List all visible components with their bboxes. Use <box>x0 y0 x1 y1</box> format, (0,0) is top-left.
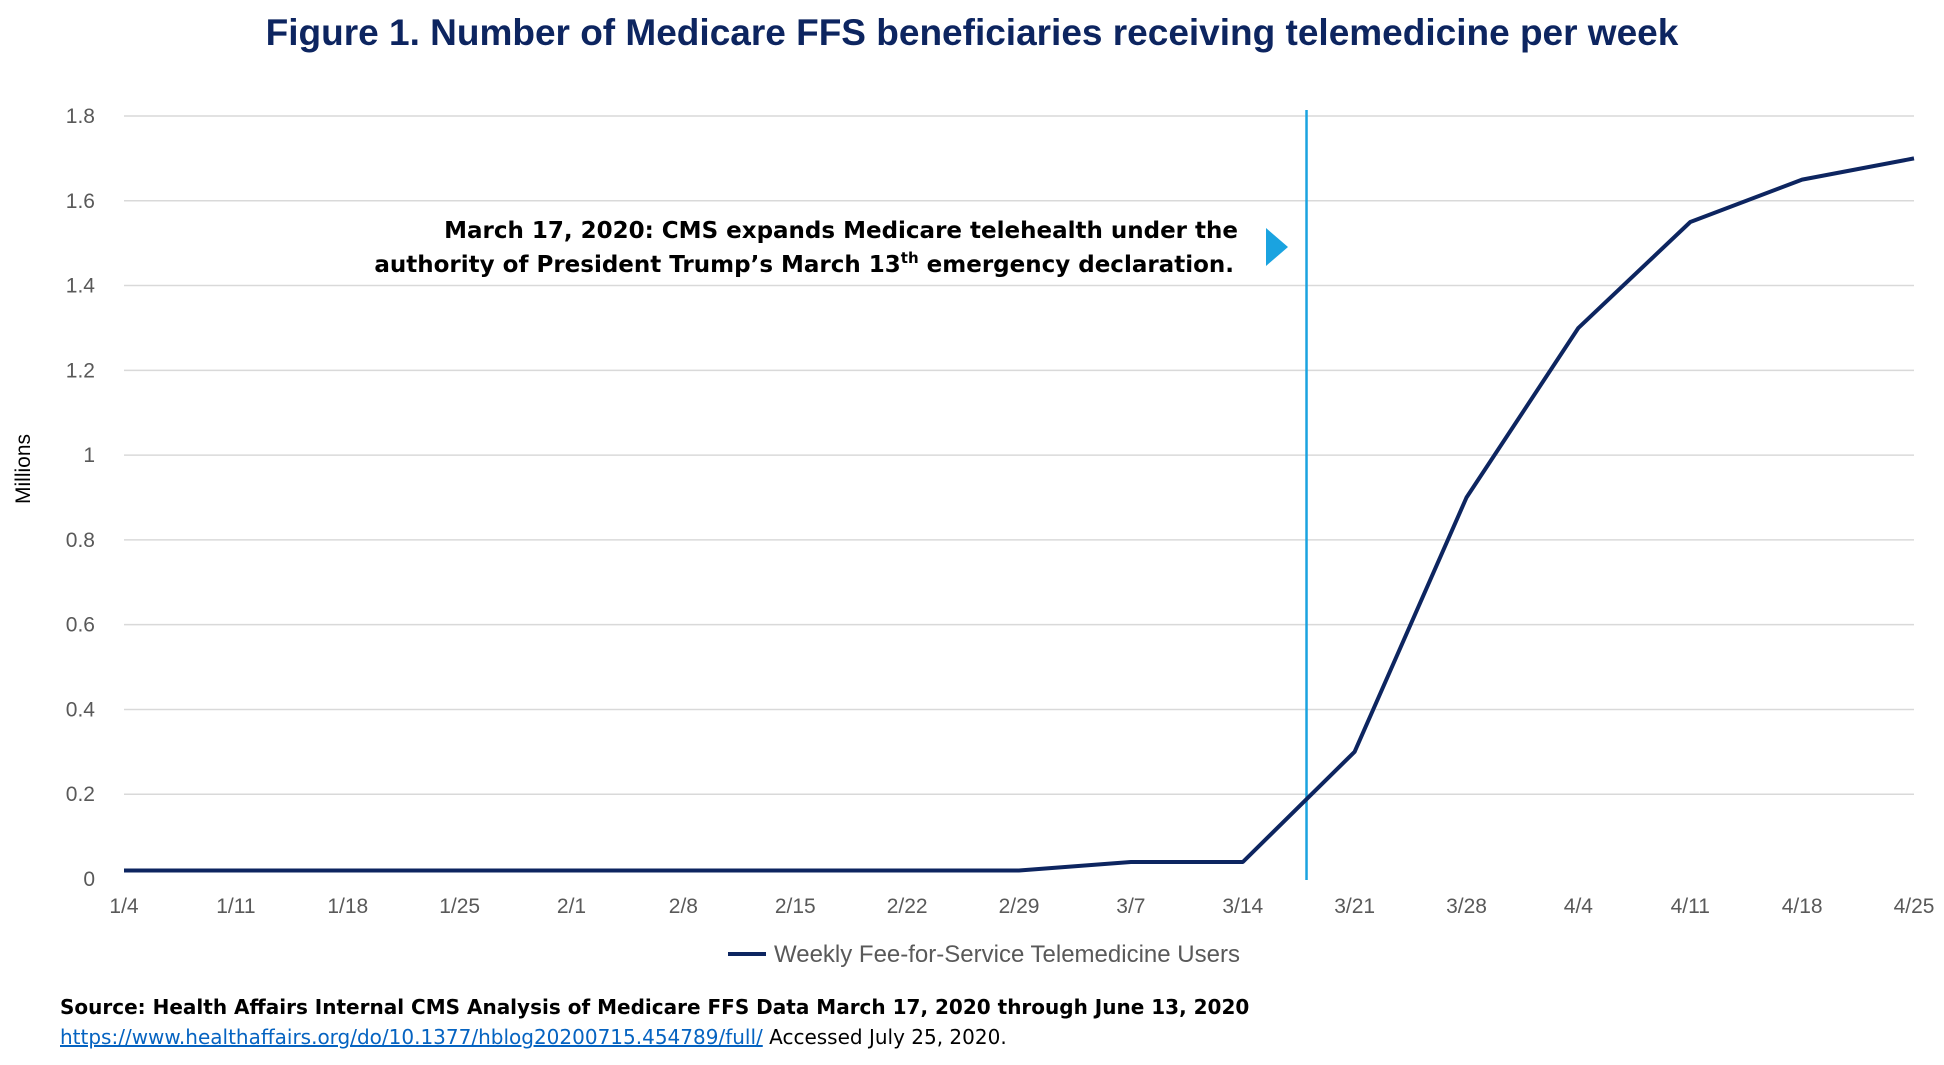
x-tick-label: 2/29 <box>999 895 1040 918</box>
x-tick-label: 2/1 <box>557 895 586 918</box>
x-axis-ticks: 1/4 1/11 1/18 1/25 2/1 2/8 2/15 2/22 2/29 3/7 3/14… <box>109 895 1934 918</box>
accessed-date: Accessed July 25, 2020. <box>762 1025 1007 1049</box>
annotation: March 17, 2020: CMS expands Medicare tel… <box>374 218 1288 278</box>
source-text: Source: Health Affairs Internal CMS Anal… <box>60 995 1250 1019</box>
x-tick-label: 4/11 <box>1671 895 1710 918</box>
y-tick-label: 0 <box>83 868 95 891</box>
source-link-line: https://www.healthaffairs.org/do/10.1377… <box>60 1022 1249 1052</box>
x-tick-label: 4/25 <box>1894 895 1935 918</box>
annotation-line-2-end: emergency declaration. <box>919 252 1234 278</box>
annotation-superscript: th <box>901 249 919 267</box>
x-tick-label: 2/8 <box>669 895 698 918</box>
annotation-line-1: March 17, 2020: CMS expands Medicare tel… <box>444 218 1238 244</box>
x-tick-label: 4/18 <box>1782 895 1823 918</box>
annotation-line-2: authority of President Trump’s March 13t… <box>374 249 1234 278</box>
gridlines <box>124 115 1914 795</box>
x-tick-label: 1/4 <box>109 895 139 918</box>
y-axis-ticks: 0 0.2 0.4 0.6 0.8 1 1.2 1.4 1.6 1.8 <box>66 105 96 891</box>
y-axis-label: Millions <box>12 434 35 504</box>
x-tick-label: 1/11 <box>216 895 255 918</box>
y-tick-label: 0.6 <box>66 614 95 637</box>
x-tick-label: 3/14 <box>1222 895 1263 918</box>
annotation-arrow-icon <box>1266 228 1288 266</box>
x-tick-label: 2/15 <box>775 895 816 918</box>
chart-title: Figure 1. Number of Medicare FFS benefic… <box>265 12 1679 53</box>
y-tick-label: 1.2 <box>66 359 95 382</box>
y-tick-label: 0.4 <box>66 698 96 721</box>
y-tick-label: 1.8 <box>66 105 95 128</box>
legend: Weekly Fee-for-Service Telemedicine User… <box>728 941 1240 968</box>
source-note: Source: Health Affairs Internal CMS Anal… <box>60 992 1249 1052</box>
legend-label: Weekly Fee-for-Service Telemedicine User… <box>774 941 1240 968</box>
source-link[interactable]: https://www.healthaffairs.org/do/10.1377… <box>60 1025 763 1049</box>
y-tick-label: 0.2 <box>66 783 95 806</box>
x-tick-label: 3/28 <box>1446 895 1487 918</box>
y-tick-label: 1 <box>83 444 95 467</box>
x-tick-label: 3/21 <box>1334 895 1375 918</box>
y-tick-label: 1.4 <box>66 275 96 298</box>
x-tick-label: 3/7 <box>1116 895 1145 918</box>
line-chart: 00.20.40.60.811.21.41.61.8 1/4 1/11 1/18 1/… <box>12 105 1934 968</box>
annotation-line-2-main: authority of President Trump’s March 13 <box>374 252 900 278</box>
y-tick-label: 1.6 <box>66 190 95 213</box>
series-line-weekly-ffs-telemedicine-users <box>124 156 1915 873</box>
x-tick-label: 1/18 <box>327 895 368 918</box>
x-tick-label: 1/25 <box>439 895 480 918</box>
x-tick-label: 4/4 <box>1564 895 1594 918</box>
x-tick-label: 2/22 <box>887 895 928 918</box>
y-tick-label: 0.8 <box>66 529 95 552</box>
